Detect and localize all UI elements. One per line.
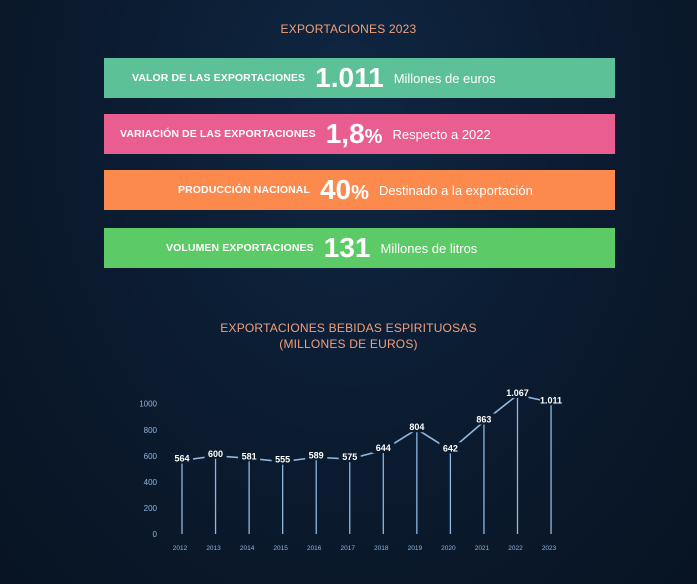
- data-label-bg: [540, 394, 563, 406]
- stat-value: 1.011: [315, 62, 384, 93]
- x-tick-label: 2023: [542, 545, 557, 552]
- data-label-bg: [238, 450, 261, 462]
- data-label-bg: [305, 449, 328, 461]
- stat-description: Respecto a 2022: [392, 126, 491, 142]
- x-tick-label: 2020: [441, 545, 456, 552]
- x-tick-label: 2014: [240, 545, 255, 552]
- stat-label: VOLUMEN EXPORTACIONES: [166, 242, 314, 254]
- data-label: 1.067: [506, 388, 529, 398]
- x-tick-label: 2019: [408, 545, 423, 552]
- data-label-bg: [405, 421, 428, 433]
- chart-title: EXPORTACIONES BEBIDAS ESPIRITUOSAS: [220, 321, 477, 335]
- data-label: 804: [409, 422, 424, 432]
- series-line: [181, 394, 552, 463]
- x-tick-label: 2018: [374, 545, 389, 552]
- stat-bar-national-production: PRODUCCIÓN NACIONAL 40% Destinado a la e…: [104, 170, 615, 210]
- y-tick-label: 400: [144, 478, 158, 487]
- stat-description: Destinado a la exportación: [378, 182, 533, 198]
- data-label: 642: [443, 443, 458, 453]
- x-tick-label: 2012: [173, 545, 188, 552]
- data-label: 581: [242, 451, 257, 461]
- stat-description: Millones de litros: [380, 240, 478, 256]
- x-tick-label: 2013: [206, 545, 221, 552]
- stat-value: 40%: [319, 174, 369, 205]
- stat-label: PRODUCCIÓN NACIONAL: [178, 184, 310, 196]
- data-label: 863: [476, 415, 491, 425]
- data-label-bg: [271, 453, 294, 465]
- data-label: 575: [342, 452, 357, 462]
- data-label-bg: [204, 447, 227, 459]
- data-label: 564: [174, 454, 189, 464]
- y-tick-label: 200: [144, 504, 158, 513]
- y-tick-label: 1000: [139, 400, 157, 409]
- stat-description: Millones de euros: [393, 70, 496, 86]
- x-tick-label: 2021: [475, 545, 490, 552]
- page-title: EXPORTACIONES 2023: [280, 22, 417, 36]
- y-tick-label: 800: [144, 426, 158, 435]
- line-chart: 1000 800 600 400 200 0 564 600 581 555 589 575 644 80…: [139, 386, 563, 552]
- stat-bar-export-volume: VOLUMEN EXPORTACIONES 131 Millones de li…: [104, 228, 615, 268]
- data-label: 644: [376, 443, 391, 453]
- data-label-bg: [439, 442, 462, 454]
- stat-value: 1,8%: [325, 118, 383, 149]
- data-label: 600: [208, 449, 223, 459]
- y-tick-label: 600: [144, 452, 158, 461]
- chart-subtitle: (MILLONES DE EUROS): [279, 337, 418, 351]
- data-label: 1.011: [540, 395, 562, 405]
- stat-bar-export-value: VALOR DE LAS EXPORTACIONES 1.011 Millone…: [104, 58, 615, 98]
- stat-label: VALOR DE LAS EXPORTACIONES: [132, 72, 306, 84]
- x-tick-label: 2015: [273, 545, 288, 552]
- data-label-bg: [171, 452, 193, 464]
- data-label-bg: [472, 413, 495, 425]
- x-tick-label: 2022: [508, 545, 523, 552]
- data-label-bg: [506, 386, 529, 398]
- x-tick-label: 2017: [341, 545, 356, 552]
- data-label: 555: [275, 455, 290, 465]
- y-tick-label: 0: [153, 530, 158, 539]
- x-tick-label: 2016: [307, 545, 322, 552]
- data-label-bg: [338, 451, 361, 463]
- stat-label: VARIACIÓN DE LAS EXPORTACIONES: [120, 128, 316, 140]
- data-label-bg: [372, 442, 395, 454]
- stat-bar-export-variation: VARIACIÓN DE LAS EXPORTACIONES 1,8% Resp…: [104, 114, 615, 154]
- data-label: 589: [309, 450, 324, 460]
- stat-value: 131: [323, 232, 371, 263]
